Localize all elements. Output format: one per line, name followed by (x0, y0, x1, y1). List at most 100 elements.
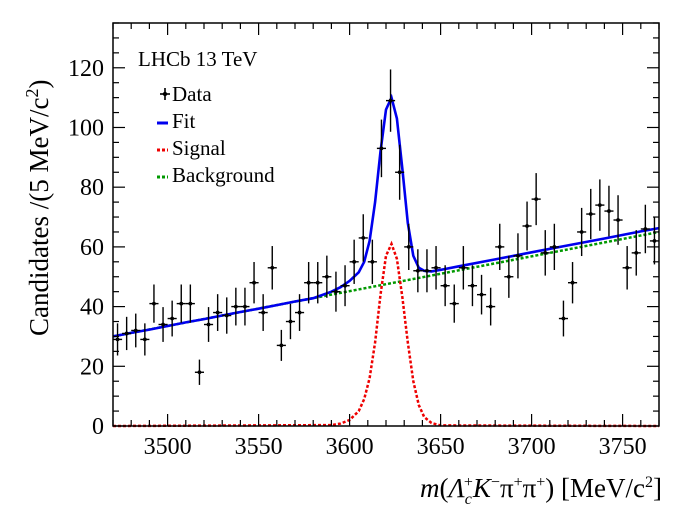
data-point-marker (370, 259, 375, 264)
data-point-marker (415, 268, 420, 273)
data-point (176, 284, 186, 323)
data-point (222, 297, 232, 334)
x-tick-label: 3500 (144, 434, 192, 460)
data-point-marker (497, 244, 502, 249)
data-point-marker (179, 301, 184, 306)
data-point-marker (488, 304, 493, 309)
data-point-marker (561, 316, 566, 321)
data-point-marker (261, 310, 266, 315)
data-point (522, 201, 532, 251)
data-point (477, 274, 487, 315)
data-point (649, 217, 659, 265)
data-point (540, 230, 550, 276)
data-point-marker (334, 289, 338, 294)
x-tick-label: 3650 (417, 434, 465, 460)
legend-label-background: Background (172, 163, 275, 187)
data-point-marker (652, 239, 657, 243)
data-point-marker (142, 337, 147, 342)
data-point (213, 294, 223, 331)
data-point-marker (224, 313, 229, 318)
data-point (122, 316, 132, 351)
data-point-marker (579, 230, 584, 234)
data-point-marker (397, 170, 402, 175)
data-point (531, 173, 541, 226)
data-point (495, 223, 505, 271)
data-point (595, 179, 605, 231)
data-point (249, 262, 259, 304)
x-tick-label: 3550 (235, 434, 283, 460)
data-point (185, 284, 195, 323)
data-point-marker (534, 197, 539, 202)
data-point-marker (570, 280, 575, 285)
data-point (422, 249, 432, 293)
data-point-marker (388, 98, 393, 103)
data-point-marker (297, 310, 302, 315)
data-point (613, 195, 623, 245)
legend-entry-background: Background (157, 163, 275, 187)
data-point (240, 287, 250, 326)
data-point (113, 323, 123, 356)
data-point (458, 246, 468, 290)
data-point-marker (461, 265, 466, 270)
data-point (158, 307, 168, 342)
data-point-marker (525, 224, 529, 228)
data-point-marker (315, 280, 320, 285)
data-point-marker (124, 331, 129, 336)
data-point (568, 262, 578, 304)
data-point (604, 185, 614, 237)
data-point-marker (188, 301, 193, 306)
data-point-marker (306, 280, 311, 285)
data-point (586, 188, 596, 240)
plot-frame (112, 22, 660, 427)
data-point (167, 300, 177, 337)
y-tick-label: 20 (80, 354, 104, 380)
y-tick-label: 0 (92, 414, 104, 440)
data-point (149, 284, 159, 323)
axis-ticks: 3500 3550 3600 3650 3700 3750 0 20 40 60 80 100 120 (68, 22, 660, 460)
data-point (622, 246, 632, 290)
data-point-marker (206, 322, 211, 327)
data-point (258, 294, 268, 331)
data-point (204, 307, 214, 342)
data-point-marker (324, 274, 329, 279)
data-point (304, 262, 314, 304)
data-point (413, 249, 423, 293)
data-point (276, 329, 286, 361)
legend-label-data: Data (172, 82, 212, 106)
y-tick-label: 100 (68, 115, 104, 141)
data-point-marker (215, 310, 220, 315)
data-point (340, 265, 350, 307)
legend-entry-data: Data (160, 82, 212, 106)
data-point (267, 246, 277, 290)
data-point (486, 287, 496, 326)
data-point-marker (115, 337, 120, 342)
data-point-marker (506, 274, 511, 279)
data-point-marker (352, 259, 357, 264)
y-tick-label: 40 (80, 295, 104, 321)
data-point (322, 255, 332, 298)
data-point (467, 265, 477, 307)
data-point (449, 284, 459, 323)
legend-label-signal: Signal (172, 136, 226, 160)
data-point (513, 233, 523, 279)
data-point (285, 303, 295, 340)
data-point-marker (452, 301, 457, 306)
data-point (386, 69, 396, 132)
data-point-marker (552, 244, 557, 249)
data-point (140, 323, 150, 356)
data-point (376, 119, 386, 178)
data-point-marker (425, 268, 429, 273)
signal-curve (112, 240, 660, 428)
legend-entry-signal: Signal (157, 136, 226, 160)
data-point-marker (243, 304, 247, 309)
data-point-marker (597, 203, 602, 207)
data-point (295, 294, 305, 331)
y-tick-label: 80 (80, 175, 104, 201)
data-point-marker (625, 265, 630, 270)
data-point-marker (607, 209, 611, 213)
y-tick-label: 120 (68, 56, 104, 82)
x-tick-label: 3750 (599, 434, 647, 460)
legend: LHCb 13 TeV Data Fit Signal Background (138, 47, 275, 187)
lhcb-annotation: LHCb 13 TeV (138, 47, 257, 71)
